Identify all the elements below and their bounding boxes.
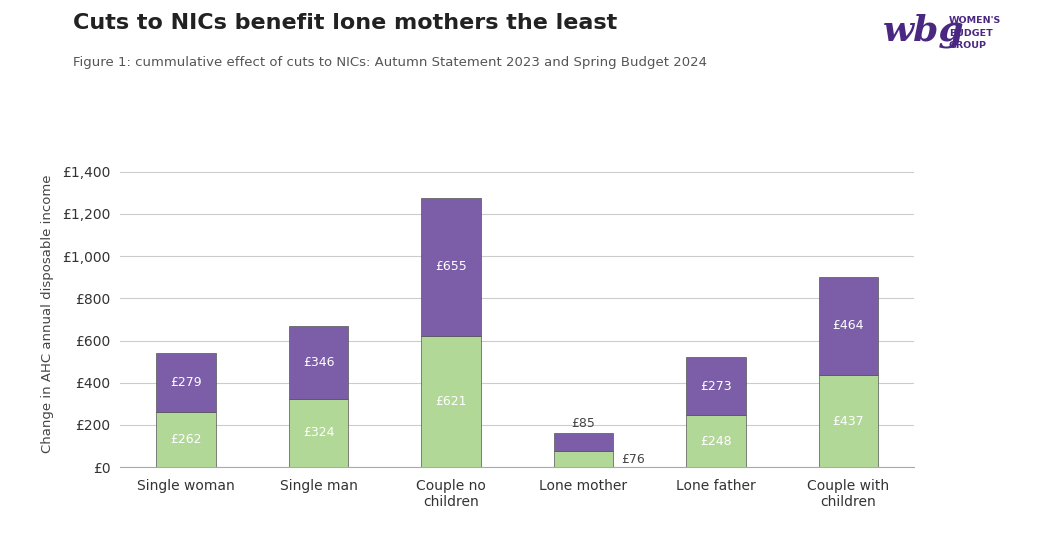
Text: £464: £464 <box>833 320 864 332</box>
Text: £621: £621 <box>436 395 467 408</box>
Text: £279: £279 <box>170 376 202 389</box>
Bar <box>554 433 613 451</box>
Text: £262: £262 <box>170 433 202 446</box>
Text: wbg: wbg <box>883 13 965 48</box>
Bar <box>288 326 348 399</box>
Text: £655: £655 <box>435 260 467 273</box>
Bar <box>421 198 481 336</box>
Text: Figure 1: cummulative effect of cuts to NICs: Autumn Statement 2023 and Spring B: Figure 1: cummulative effect of cuts to … <box>73 56 707 69</box>
Text: £76: £76 <box>622 453 645 466</box>
Bar <box>818 375 878 467</box>
Text: £346: £346 <box>303 356 334 369</box>
Bar <box>554 451 613 467</box>
Y-axis label: Change in AHC annual disposable income: Change in AHC annual disposable income <box>41 175 53 453</box>
Bar <box>157 412 216 467</box>
Text: £273: £273 <box>700 380 732 393</box>
Bar <box>818 277 878 375</box>
Bar <box>687 357 746 415</box>
Text: Cuts to NICs benefit lone mothers the least: Cuts to NICs benefit lone mothers the le… <box>73 13 618 33</box>
Bar <box>687 415 746 467</box>
Bar <box>157 353 216 412</box>
Text: £324: £324 <box>303 426 334 439</box>
Text: £437: £437 <box>833 415 864 427</box>
Text: £85: £85 <box>572 417 596 430</box>
Text: WOMEN'S
BUDGET
GROUP: WOMEN'S BUDGET GROUP <box>949 16 1001 50</box>
Text: £248: £248 <box>700 434 732 447</box>
Bar <box>421 336 481 467</box>
Bar <box>288 399 348 467</box>
